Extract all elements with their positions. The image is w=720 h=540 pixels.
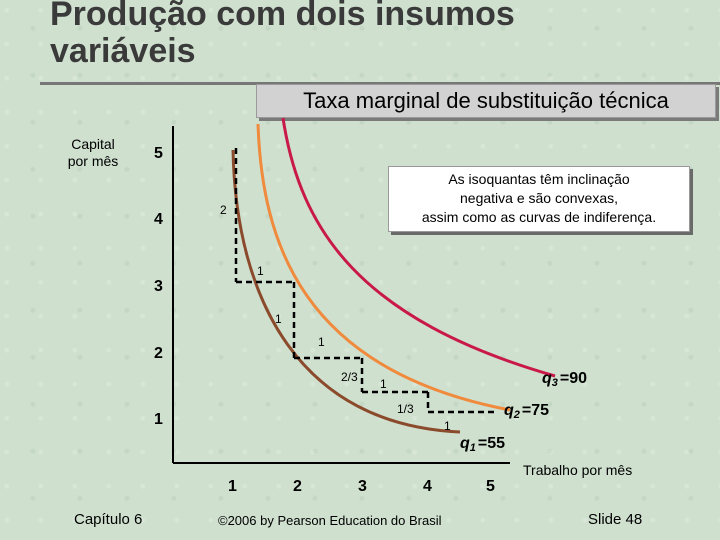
- title-divider: [40, 82, 720, 85]
- x-tick-2: 2: [293, 478, 302, 495]
- step-label-dl1: 1: [257, 264, 264, 278]
- footer-slide-number: Slide 48: [588, 511, 643, 528]
- step-label-dk2: 1: [275, 312, 282, 326]
- footer-copyright: ©2006 by Pearson Education do Brasil: [218, 513, 442, 528]
- step-label-dl2: 1: [318, 335, 325, 349]
- y-tick-2: 2: [154, 345, 163, 362]
- step-label-dl4: 1: [444, 419, 451, 433]
- mrts-steps: [234, 148, 494, 414]
- y-tick-1: 1: [154, 411, 163, 428]
- y-tick-3: 3: [154, 278, 163, 295]
- callout-line-3: assim como as curvas de indiferença.: [421, 209, 657, 225]
- footer-chapter: Capítulo 6: [74, 511, 143, 528]
- step-label-dk1: 2: [220, 203, 227, 217]
- convexity-callout: As isoquantas têm inclinação negativa e …: [388, 166, 690, 232]
- x-tick-5: 5: [486, 478, 495, 495]
- step-label-dk3: 2/3: [341, 370, 358, 384]
- callout-line-2: negativa e são convexas,: [460, 190, 618, 206]
- y-axis-label: Capital por mês: [60, 136, 126, 170]
- x-axis-label: Trabalho por mês: [523, 462, 633, 478]
- isoquant-q3-label: q3 =90: [542, 370, 587, 389]
- y-tick-5: 5: [154, 145, 163, 162]
- isoquant-q2-label: q2 =75: [504, 402, 549, 421]
- slide-title: Produção com dois insumos variáveis: [50, 0, 515, 70]
- subtitle-box: Taxa marginal de substituição técnica: [256, 84, 716, 118]
- x-tick-1: 1: [228, 478, 237, 495]
- x-tick-3: 3: [358, 478, 367, 495]
- y-tick-4: 4: [154, 211, 163, 228]
- isoquant-q1-label: q1 =55: [460, 435, 505, 454]
- title-line-1: Produção com dois insumos: [50, 0, 515, 33]
- y-axis-label-line-2: por mês: [67, 153, 119, 169]
- isoquant-q2-curve: [256, 123, 511, 412]
- isoquant-q3-curve: [281, 117, 556, 378]
- y-axis-label-line-1: Capital: [71, 136, 115, 152]
- title-line-2: variáveis: [50, 32, 196, 70]
- x-tick-4: 4: [423, 478, 432, 495]
- isoquant-q1-curve: [231, 149, 461, 434]
- step-label-dl3: 1: [380, 377, 387, 391]
- callout-line-1: As isoquantas têm inclinação: [448, 171, 630, 187]
- step-label-dk4: 1/3: [397, 402, 414, 416]
